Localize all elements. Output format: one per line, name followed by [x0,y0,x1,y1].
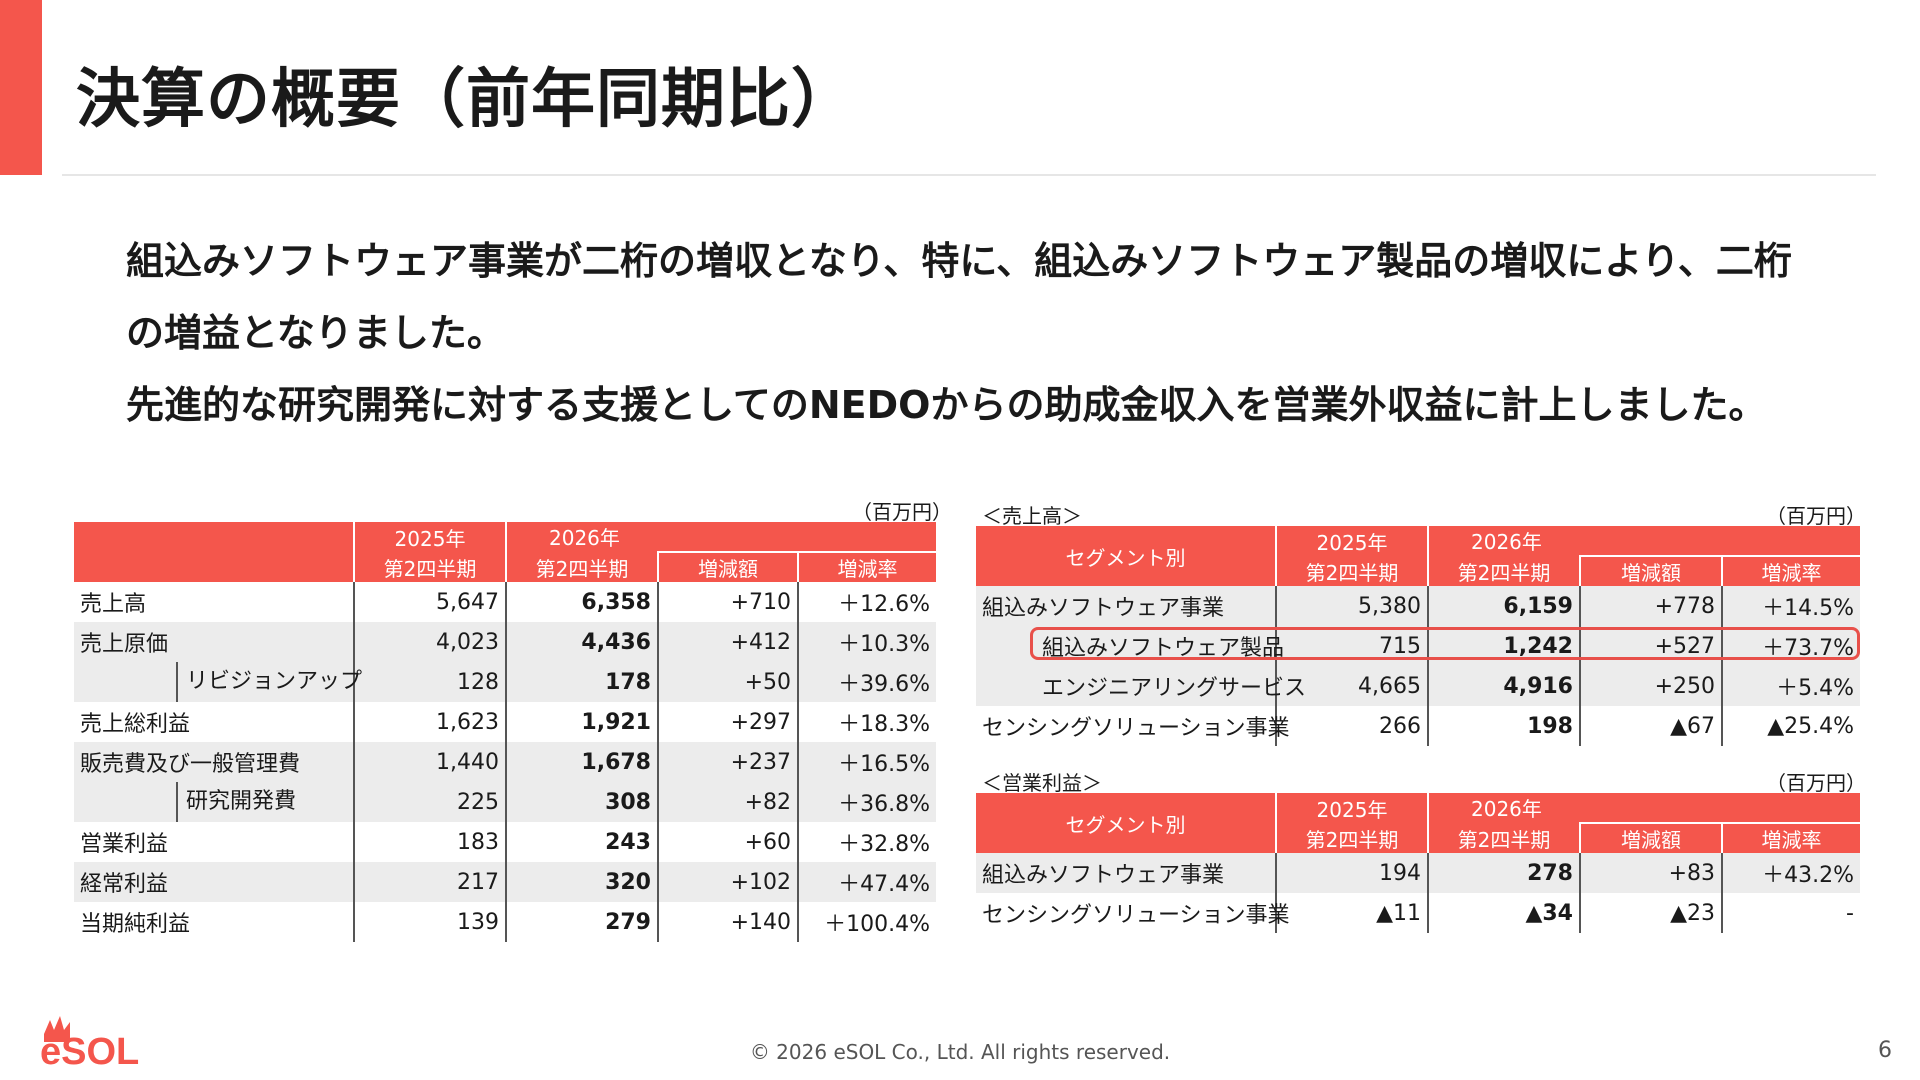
sales-header-segment: セグメント別 [976,526,1277,586]
pl-header-blank [74,522,355,582]
table-row: 当期純利益 139 279 +140 ＋100.4% [74,902,936,942]
esol-logo: eSOL [40,1016,139,1068]
table-row: センシングソリューション事業 ▲11 ▲34 ▲23 - [976,893,1860,933]
pl-unit-label: （百万円） [852,500,952,524]
sales-header-change: 増減額 [1580,555,1723,586]
table-row: 組込みソフトウェア事業 5,380 6,159 +778 ＋14.5% [976,586,1860,626]
pl-header-change: 増減額 [658,551,799,582]
op-header-segment: セグメント別 [976,793,1277,853]
table-row: 売上原価 4,023 4,436 +412 ＋10.3% [74,622,936,662]
copyright-text: © 2026 eSOL Co., Ltd. All rights reserve… [749,1040,1171,1064]
op-header-rate: 増減率 [1722,822,1860,853]
highlight-embedded-products-row [1030,627,1860,660]
op-header-2026: 2026年 [1428,793,1860,823]
summary-text: 組込みソフトウェア事業が二桁の増収となり、特に、組込みソフトウェア製品の増収によ… [126,225,1846,441]
table-row: 売上高 5,647 6,358 +710 ＋12.6% [74,582,936,622]
title-divider [62,174,1876,176]
table-row: 研究開発費 225 308 +82 ＋36.8% [74,782,936,822]
row-label-revision-up: リビジョンアップ [176,662,362,702]
op-unit-label: （百万円） [1766,771,1866,795]
pl-header-rate: 増減率 [798,551,936,582]
pl-table: 2025年 2026年 第2四半期 第2四半期 増減額 増減率 売上高 5,64… [74,522,936,942]
pl-header-period-2026: 第2四半期 [506,552,659,582]
table-row: 組込みソフトウェア事業 194 278 +83 ＋43.2% [976,853,1860,893]
op-header-change: 増減額 [1580,822,1723,853]
op-income-segment-table: セグメント別 2025年 2026年 第2四半期 第2四半期 増減額 増減率 組… [976,793,1860,933]
sales-header-period-2025: 第2四半期 [1276,556,1429,586]
table-row: エンジニアリングサービス 4,665 4,916 +250 ＋5.4% [976,666,1860,706]
summary-line-3: 先進的な研究開発に対する支援としてのNEDOからの助成金収入を営業外収益に計上し… [126,383,1767,427]
sales-header-2026: 2026年 [1428,526,1860,556]
esol-logo-text: eSOL [40,1031,139,1068]
op-section-label: ＜営業利益＞ [982,771,1102,795]
table-row: 経常利益 217 320 +102 ＋47.4% [74,862,936,902]
sales-unit-label: （百万円） [1766,504,1866,528]
sales-header-2025: 2025年 [1276,526,1429,556]
table-row: センシングソリューション事業 266 198 ▲67 ▲25.4% [976,706,1860,746]
op-header-period-2026: 第2四半期 [1428,823,1581,853]
pl-header-period-2025: 第2四半期 [354,552,507,582]
table-row: 売上総利益 1,623 1,921 +297 ＋18.3% [74,702,936,742]
op-header-period-2025: 第2四半期 [1276,823,1429,853]
table-row: 営業利益 183 243 +60 ＋32.8% [74,822,936,862]
summary-line-2: の増益となりました。 [126,311,505,355]
pl-header-2026: 2026年 [506,522,936,552]
sales-header-rate: 増減率 [1722,555,1860,586]
pl-header-2025: 2025年 [354,522,507,552]
sales-section-label: ＜売上高＞ [982,504,1082,528]
summary-line-1: 組込みソフトウェア事業が二桁の増収となり、特に、組込みソフトウェア製品の増収によ… [126,239,1792,283]
table-row: 販売費及び一般管理費 1,440 1,678 +237 ＋16.5% [74,742,936,782]
sales-header-period-2026: 第2四半期 [1428,556,1581,586]
table-row: リビジョンアップ 128 178 +50 ＋39.6% [74,662,936,702]
title-accent-bar [0,0,42,175]
page-title: 決算の概要（前年同期比） [76,63,856,137]
page-number: 6 [1878,1038,1892,1063]
op-header-2025: 2025年 [1276,793,1429,823]
row-label-rnd: 研究開発費 [176,782,296,822]
